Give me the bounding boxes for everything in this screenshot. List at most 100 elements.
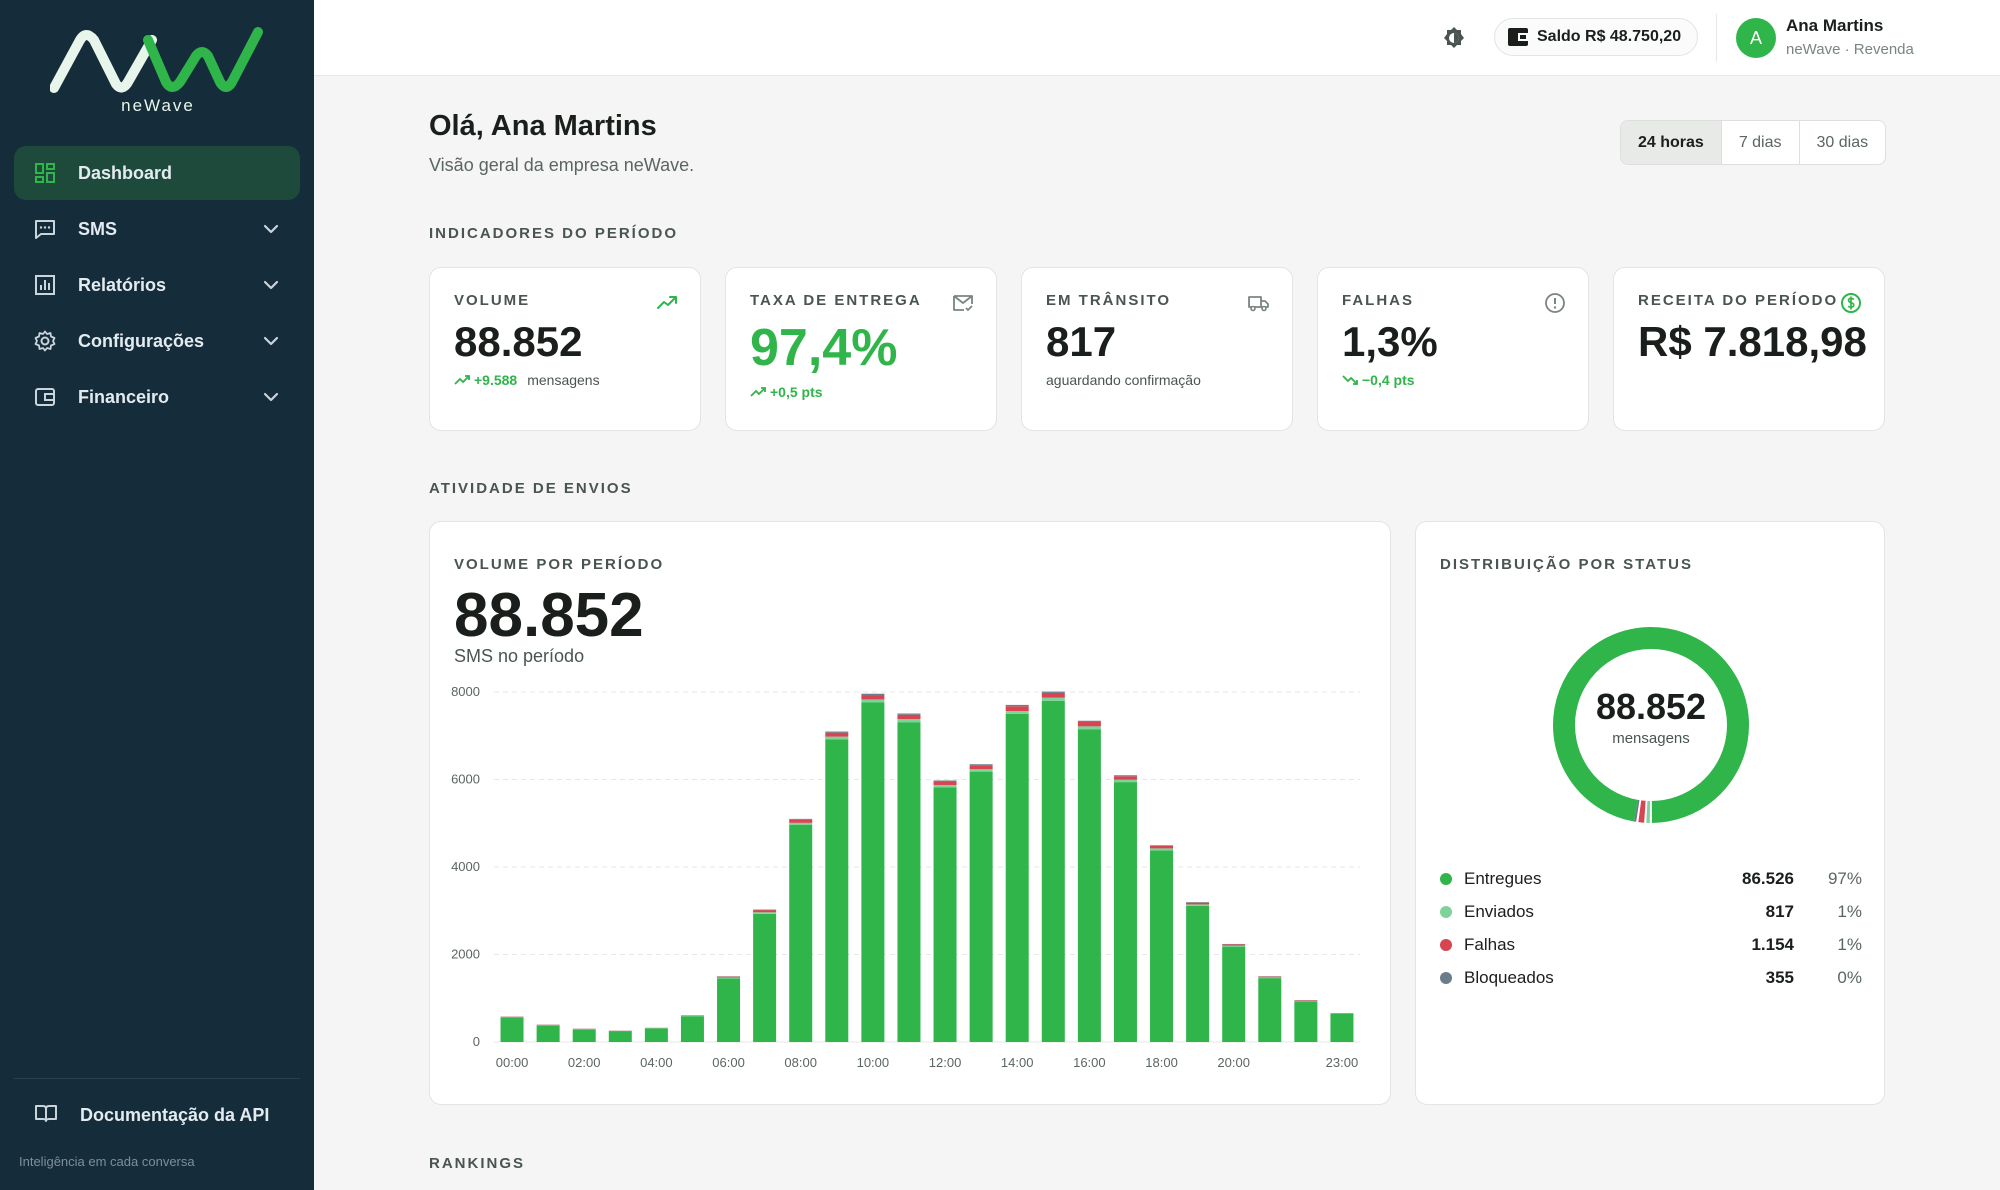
bar-segment[interactable]	[1005, 704, 1029, 707]
bar-segment[interactable]	[1150, 845, 1174, 846]
bar-segment[interactable]	[897, 713, 921, 715]
bar-segment[interactable]	[1113, 779, 1137, 783]
bar-segment[interactable]	[1294, 1000, 1318, 1002]
bar-segment[interactable]	[933, 784, 957, 788]
period-7d-button[interactable]: 7 dias	[1720, 121, 1799, 164]
bar-segment[interactable]	[1186, 902, 1210, 905]
bar-segment[interactable]	[1113, 775, 1137, 777]
x-tick-label: 23:00	[1326, 1055, 1359, 1070]
legend-name: Bloqueados	[1464, 967, 1554, 987]
bar-segment[interactable]	[861, 693, 885, 696]
bar-segment[interactable]	[789, 819, 813, 823]
bar-segment[interactable]	[753, 913, 777, 1042]
y-tick-label: 2000	[451, 947, 480, 962]
bar-segment[interactable]	[1258, 977, 1282, 979]
sidebar-item-configuracoes[interactable]: Configurações	[14, 314, 300, 368]
bar-segment[interactable]	[644, 1028, 668, 1042]
bar-segment[interactable]	[717, 976, 741, 978]
bar-segment[interactable]	[1222, 946, 1246, 1042]
bar-segment[interactable]	[1150, 846, 1174, 849]
sidebar-item-sms[interactable]: SMS	[14, 202, 300, 256]
bar-segment[interactable]	[969, 771, 993, 1042]
bar-segment[interactable]	[753, 910, 777, 913]
bar-segment[interactable]	[969, 769, 993, 772]
bar-segment[interactable]	[536, 1025, 560, 1042]
volume-chart-card: VOLUME POR PERÍODO 88.852 SMS no período…	[429, 521, 1391, 1105]
bar-segment[interactable]	[825, 736, 849, 740]
bar-segment[interactable]	[1150, 848, 1174, 851]
bar-segment[interactable]	[1005, 711, 1029, 714]
bar-segment[interactable]	[680, 1015, 704, 1017]
bar-segment[interactable]	[933, 781, 957, 785]
bar-segment[interactable]	[753, 912, 777, 914]
bar-segment[interactable]	[1330, 1014, 1354, 1042]
bar-segment[interactable]	[1186, 905, 1210, 1042]
bar-segment[interactable]	[680, 1016, 704, 1042]
bar-segment[interactable]	[789, 825, 813, 1042]
bar-segment[interactable]	[1041, 692, 1065, 698]
sidebar-item-dashboard[interactable]: Dashboard	[14, 146, 300, 200]
bar-segment[interactable]	[608, 1031, 632, 1042]
bar-segment[interactable]	[1113, 776, 1137, 780]
bar-segment[interactable]	[1005, 706, 1029, 712]
bar-segment[interactable]	[969, 765, 993, 770]
bar-segment[interactable]	[1077, 721, 1101, 727]
bar-segment[interactable]	[1258, 978, 1282, 1042]
bar-segment[interactable]	[753, 909, 777, 911]
bar-segment[interactable]	[1077, 720, 1101, 722]
x-tick-label: 18:00	[1145, 1055, 1178, 1070]
legend-row: Enviados 817 1%	[1440, 895, 1862, 928]
bar-segment[interactable]	[1186, 902, 1210, 903]
bar-segment[interactable]	[825, 739, 849, 1042]
theme-toggle-icon[interactable]	[1440, 24, 1468, 52]
bar-segment[interactable]	[717, 977, 741, 979]
bar-segment[interactable]	[1294, 1001, 1318, 1042]
user-name[interactable]: Ana Martins	[1786, 16, 1884, 35]
sidebar-item-relatorios[interactable]: Relatórios	[14, 258, 300, 312]
bar-segment[interactable]	[1041, 697, 1065, 701]
saldo-badge[interactable]: Saldo R$ 48.750,20	[1494, 18, 1699, 56]
bar-segment[interactable]	[897, 722, 921, 1042]
bar-segment[interactable]	[1294, 1000, 1318, 1001]
bar-segment[interactable]	[1113, 782, 1137, 1042]
bar-segment[interactable]	[1258, 976, 1282, 978]
bar-segment[interactable]	[1041, 700, 1065, 1042]
kpi-delta-text: −0,4 pts	[1362, 372, 1415, 388]
donut-slice[interactable]	[1550, 624, 1752, 826]
bar-segment[interactable]	[933, 787, 957, 1042]
bar-segment[interactable]	[572, 1029, 596, 1042]
bar-segment[interactable]	[825, 731, 849, 733]
bar-segment[interactable]	[1186, 904, 1210, 906]
bar-segment[interactable]	[1077, 726, 1101, 730]
bar-segment[interactable]	[861, 702, 885, 1043]
bar-segment[interactable]	[1077, 729, 1101, 1042]
newave-logo[interactable]: neWave	[49, 26, 266, 116]
sidebar-item-financeiro[interactable]: Financeiro	[14, 370, 300, 424]
bar-segment[interactable]	[825, 732, 849, 737]
period-30d-button[interactable]: 30 dias	[1798, 121, 1886, 164]
bar-segment[interactable]	[861, 699, 885, 703]
bar-segment[interactable]	[933, 780, 957, 782]
legend-name: Enviados	[1464, 901, 1534, 921]
bar-segment[interactable]	[717, 978, 741, 1042]
bar-segment[interactable]	[789, 822, 813, 825]
period-24h-button[interactable]: 24 horas	[1621, 121, 1721, 164]
chevron-down-icon	[263, 280, 279, 290]
bar-segment[interactable]	[500, 1017, 524, 1043]
bar-segment[interactable]	[897, 719, 921, 723]
truck-icon	[1248, 296, 1269, 312]
bar-segment[interactable]	[1150, 850, 1174, 1042]
kpi-delta: +9.588	[454, 372, 517, 388]
api-doc-link[interactable]: Documentação da API	[14, 1090, 300, 1140]
bar-segment[interactable]	[1222, 944, 1246, 946]
bar-segment[interactable]	[1005, 713, 1029, 1042]
bar-segment[interactable]	[861, 695, 885, 700]
bar-segment[interactable]	[969, 764, 993, 766]
bar-segment[interactable]	[1041, 691, 1065, 693]
legend-pct: 1%	[1837, 901, 1862, 921]
bar-segment[interactable]	[789, 818, 813, 820]
bar-segment[interactable]	[897, 714, 921, 720]
avatar[interactable]: A	[1736, 18, 1776, 58]
bar-segment[interactable]	[1222, 945, 1246, 947]
kpi-label: RECEITA DO PERÍODO	[1638, 292, 1839, 309]
